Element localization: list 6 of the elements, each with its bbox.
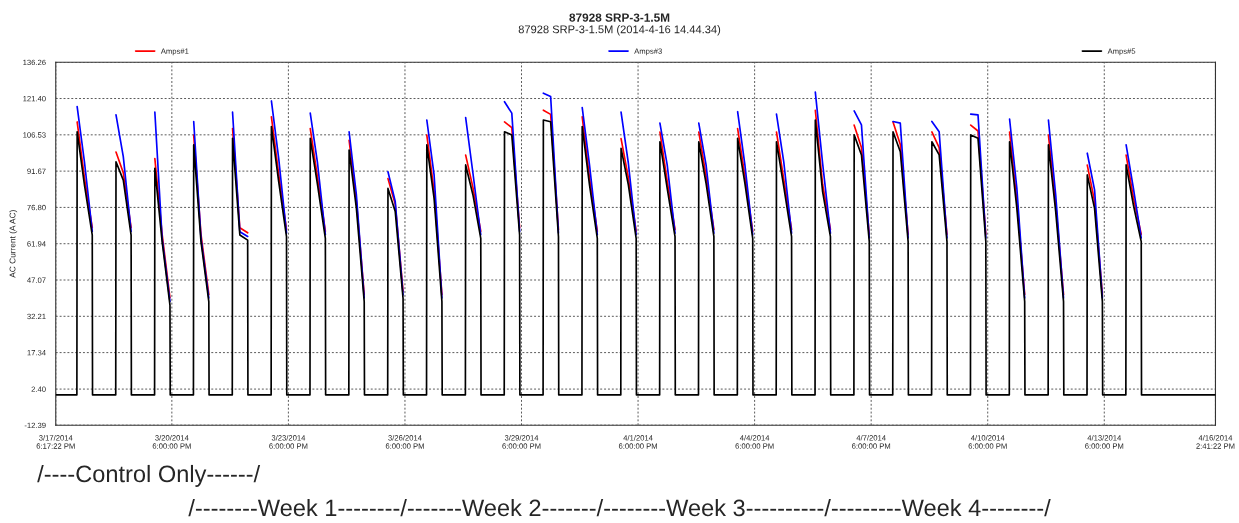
text: /----Control Only------/ [37,464,261,487]
y-axis-title: AC Current (A AC) [9,210,18,278]
chart-subtitle: 87928 SRP-3-1.5M (2014-4-16 14.44.34) [518,25,721,36]
chart-title: 87928 SRP-3-1.5M [569,13,670,22]
text: /--------Week 1--------/-------Week 2-------/--------Week 3----------/---------Week 4--------/ [188,498,1051,517]
line-series [55,119,1216,396]
